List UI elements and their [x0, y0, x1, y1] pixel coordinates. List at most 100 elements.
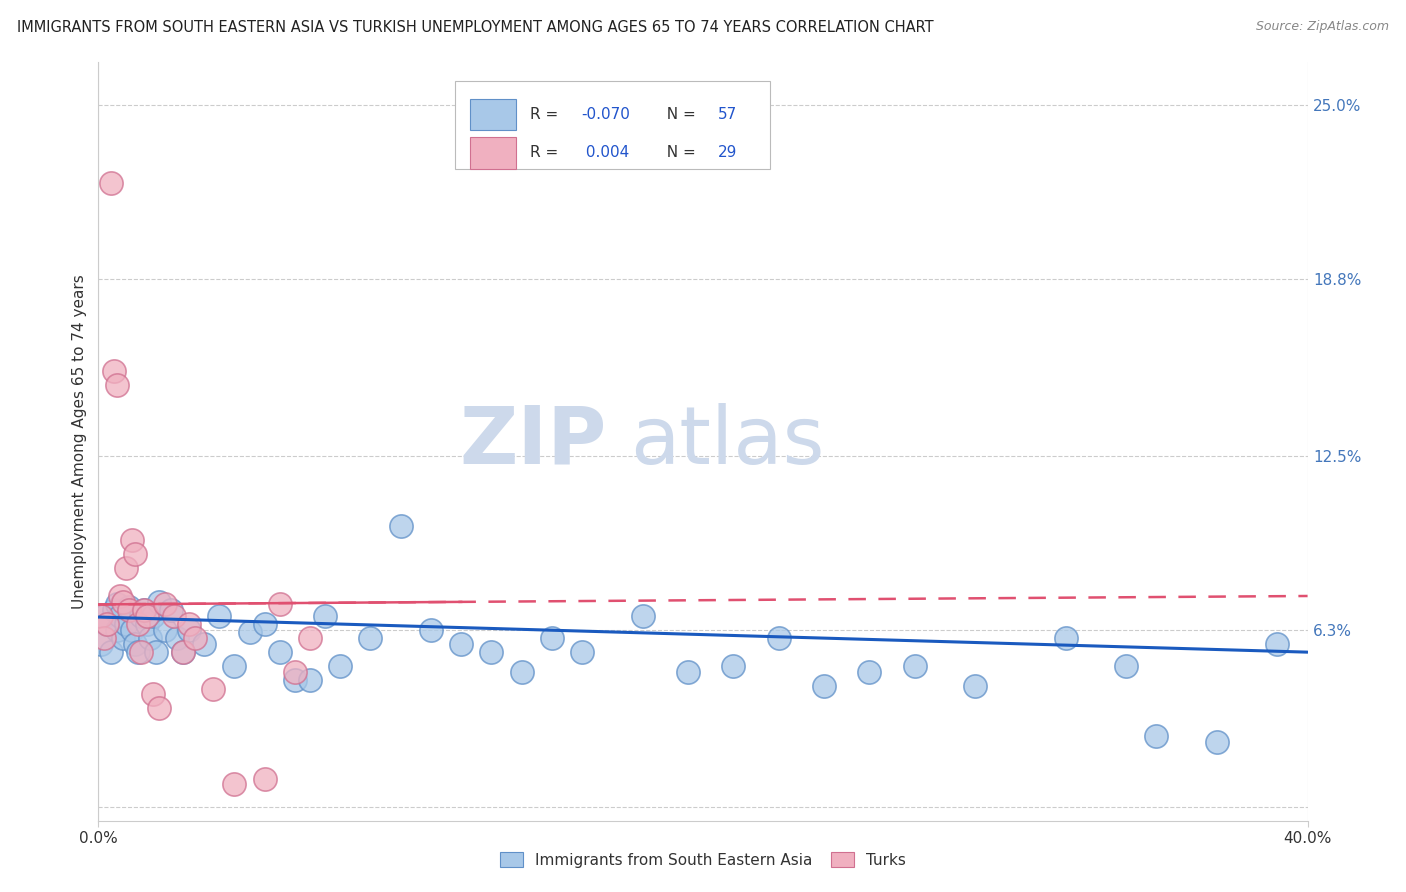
Point	[114, 617, 136, 632]
Point	[329, 659, 352, 673]
Point	[208, 608, 231, 623]
Point	[193, 637, 215, 651]
Point	[90, 608, 112, 623]
Point	[676, 665, 699, 679]
Point	[1054, 631, 1077, 645]
Point	[269, 598, 291, 612]
Point	[360, 631, 382, 645]
Point	[813, 679, 835, 693]
Text: IMMIGRANTS FROM SOUTH EASTERN ASIA VS TURKISH UNEMPLOYMENT AMONG AGES 65 TO 74 Y: IMMIGRANTS FROM SOUTH EASTERN ASIA VS TU…	[17, 20, 934, 35]
Point	[389, 518, 412, 533]
Point	[129, 608, 152, 623]
Point	[121, 623, 143, 637]
Point	[127, 617, 149, 632]
Point	[148, 594, 170, 608]
Point	[153, 598, 176, 612]
Point	[172, 645, 194, 659]
FancyBboxPatch shape	[470, 99, 516, 130]
Point	[1144, 730, 1167, 744]
Point	[224, 777, 246, 791]
Text: ZIP: ZIP	[458, 402, 606, 481]
Y-axis label: Unemployment Among Ages 65 to 74 years: Unemployment Among Ages 65 to 74 years	[72, 274, 87, 609]
Point	[100, 176, 122, 190]
Point	[299, 673, 322, 688]
Point	[132, 603, 155, 617]
Point	[121, 533, 143, 547]
Point	[100, 645, 122, 659]
Point	[90, 637, 112, 651]
Point	[132, 603, 155, 617]
Point	[253, 617, 276, 632]
Text: N =: N =	[657, 107, 700, 122]
Point	[965, 679, 987, 693]
Point	[142, 608, 165, 623]
Point	[111, 631, 134, 645]
Point	[299, 631, 322, 645]
Point	[160, 603, 183, 617]
Text: 29: 29	[717, 145, 737, 161]
Text: Source: ZipAtlas.com: Source: ZipAtlas.com	[1256, 20, 1389, 33]
Point	[540, 631, 562, 645]
Text: 57: 57	[717, 107, 737, 122]
FancyBboxPatch shape	[470, 137, 516, 169]
Point	[269, 645, 291, 659]
Point	[481, 645, 503, 659]
Point	[166, 631, 188, 645]
Point	[571, 645, 593, 659]
Point	[284, 665, 307, 679]
Point	[145, 645, 167, 659]
Point	[139, 631, 162, 645]
Point	[904, 659, 927, 673]
Point	[105, 378, 128, 392]
Legend: Immigrants from South Eastern Asia, Turks: Immigrants from South Eastern Asia, Turk…	[494, 846, 912, 873]
Text: -0.070: -0.070	[581, 107, 630, 122]
Point	[129, 645, 152, 659]
Point	[723, 659, 745, 673]
Point	[124, 637, 146, 651]
Point	[105, 623, 128, 637]
Point	[96, 617, 118, 632]
Point	[103, 364, 125, 378]
Point	[93, 608, 115, 623]
Point	[450, 637, 472, 651]
FancyBboxPatch shape	[456, 81, 769, 169]
Point	[108, 589, 131, 603]
Point	[253, 772, 276, 786]
Point	[153, 623, 176, 637]
Point	[127, 645, 149, 659]
Point	[224, 659, 246, 673]
Text: R =: R =	[530, 107, 564, 122]
Text: N =: N =	[657, 145, 700, 161]
Point	[1267, 637, 1289, 651]
Point	[631, 608, 654, 623]
Text: 0.004: 0.004	[581, 145, 628, 161]
Point	[184, 631, 207, 645]
Point	[124, 547, 146, 561]
Point	[108, 608, 131, 623]
Point	[314, 608, 336, 623]
Point	[420, 623, 443, 637]
Point	[179, 623, 201, 637]
Point	[142, 687, 165, 701]
Point	[96, 617, 118, 632]
Point	[768, 631, 790, 645]
Point	[148, 701, 170, 715]
Point	[135, 617, 157, 632]
Point	[111, 594, 134, 608]
Text: atlas: atlas	[630, 402, 825, 481]
Point	[103, 603, 125, 617]
Point	[239, 625, 262, 640]
Point	[172, 645, 194, 659]
Point	[114, 561, 136, 575]
Point	[135, 608, 157, 623]
Point	[93, 631, 115, 645]
Point	[510, 665, 533, 679]
Point	[202, 681, 225, 696]
Text: R =: R =	[530, 145, 568, 161]
Point	[105, 598, 128, 612]
Point	[163, 608, 186, 623]
Point	[1115, 659, 1137, 673]
Point	[284, 673, 307, 688]
Point	[179, 617, 201, 632]
Point	[858, 665, 880, 679]
